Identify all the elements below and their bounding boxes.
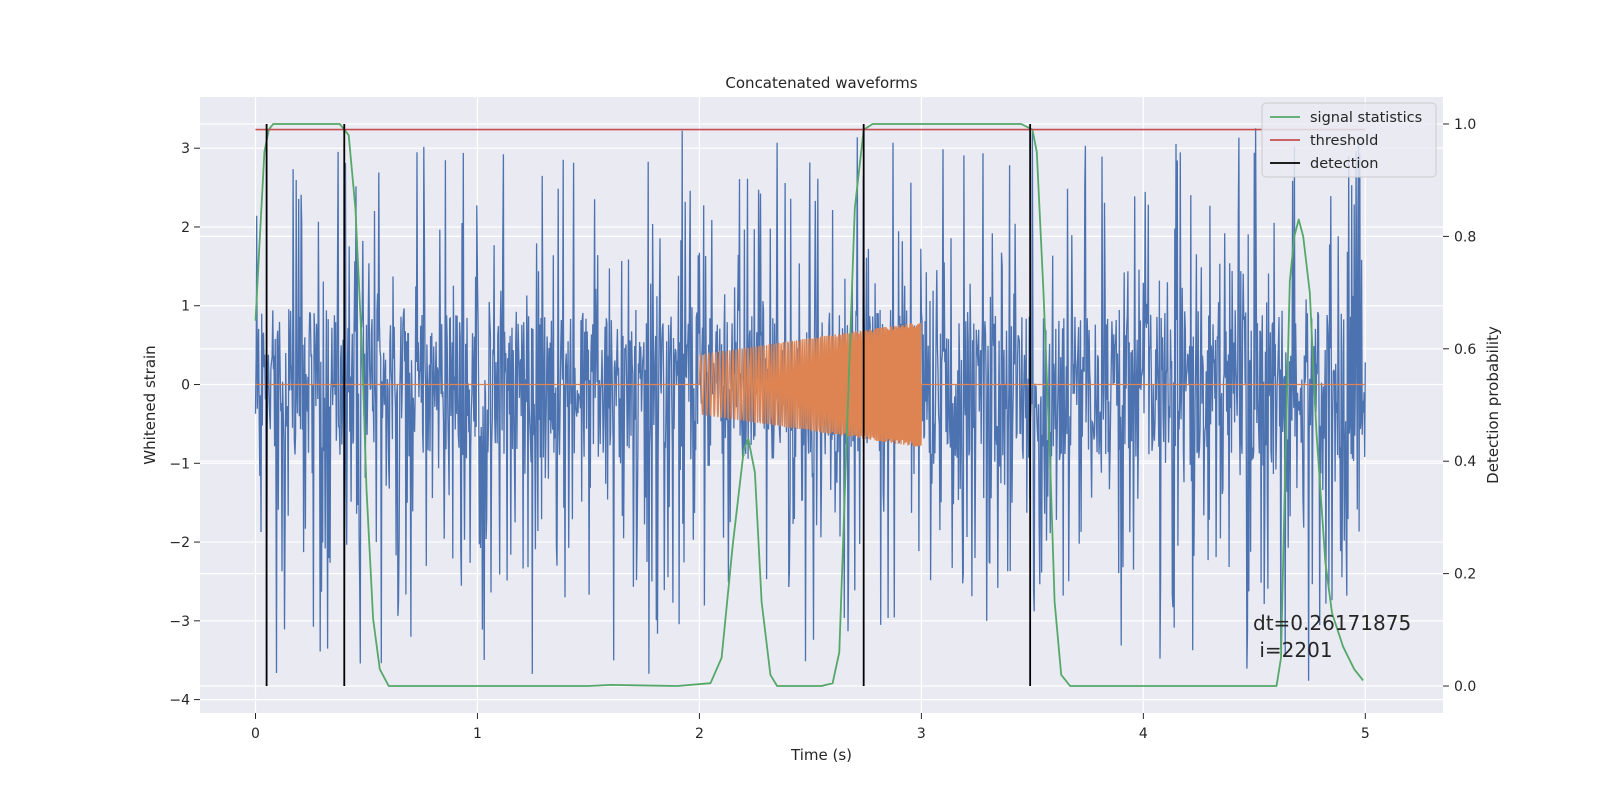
injected-signal-line [255, 323, 1366, 447]
noise-series [254, 128, 1366, 681]
x-axis-label: Time (s) [790, 746, 852, 764]
signal-statistics-series [254, 123, 1364, 687]
y-tick-label: −2 [169, 535, 190, 551]
x-tick-label: 4 [1139, 726, 1148, 742]
x-tick-label: 1 [473, 726, 482, 742]
y-tick-label: 2 [181, 220, 190, 236]
x-tick-label: 2 [695, 726, 704, 742]
noise-line [254, 128, 1366, 681]
y2-tick-label: 1.0 [1454, 117, 1476, 133]
y2-tick-label: 0.8 [1454, 229, 1476, 245]
injected-signal-series [255, 323, 1366, 447]
annotation-i: i=2201 [1253, 638, 1333, 662]
legend-box [1261, 102, 1437, 178]
x-tick-label: 5 [1361, 726, 1370, 742]
legend: signal statistics threshold detection [1261, 102, 1437, 178]
legend-label: signal statistics [1310, 110, 1422, 126]
y2-tick-label: 0.4 [1454, 454, 1476, 470]
y-tick-label: 3 [181, 141, 190, 157]
axes: 0 1 2 3 4 5 −4 −3 −2 −1 0 1 2 3 0.0 0.2 0.4 0.6 0.8 1.0 [169, 117, 1476, 742]
x-tick-label: 0 [251, 726, 260, 742]
legend-label: threshold [1310, 133, 1378, 149]
y2-axis-label: Detection probability [1484, 326, 1502, 484]
chart-title: Concatenated waveforms [725, 74, 917, 92]
signal-statistics-line [254, 123, 1364, 687]
y-tick-label: −1 [169, 456, 190, 472]
x-tick-label: 3 [917, 726, 926, 742]
y-tick-label: −4 [169, 693, 190, 709]
y-tick-label: 1 [181, 299, 190, 315]
detection-series [265, 123, 1032, 687]
y-tick-label: 0 [181, 378, 190, 394]
y2-tick-label: 0.6 [1454, 342, 1476, 358]
y-axis-label: Whitened strain [141, 345, 159, 464]
y2-tick-label: 0.0 [1454, 679, 1476, 695]
annotation-dt: dt=0.26171875 [1253, 611, 1411, 635]
legend-label: detection [1310, 156, 1378, 172]
y2-tick-label: 0.2 [1454, 567, 1476, 583]
y-tick-label: −3 [169, 614, 190, 630]
